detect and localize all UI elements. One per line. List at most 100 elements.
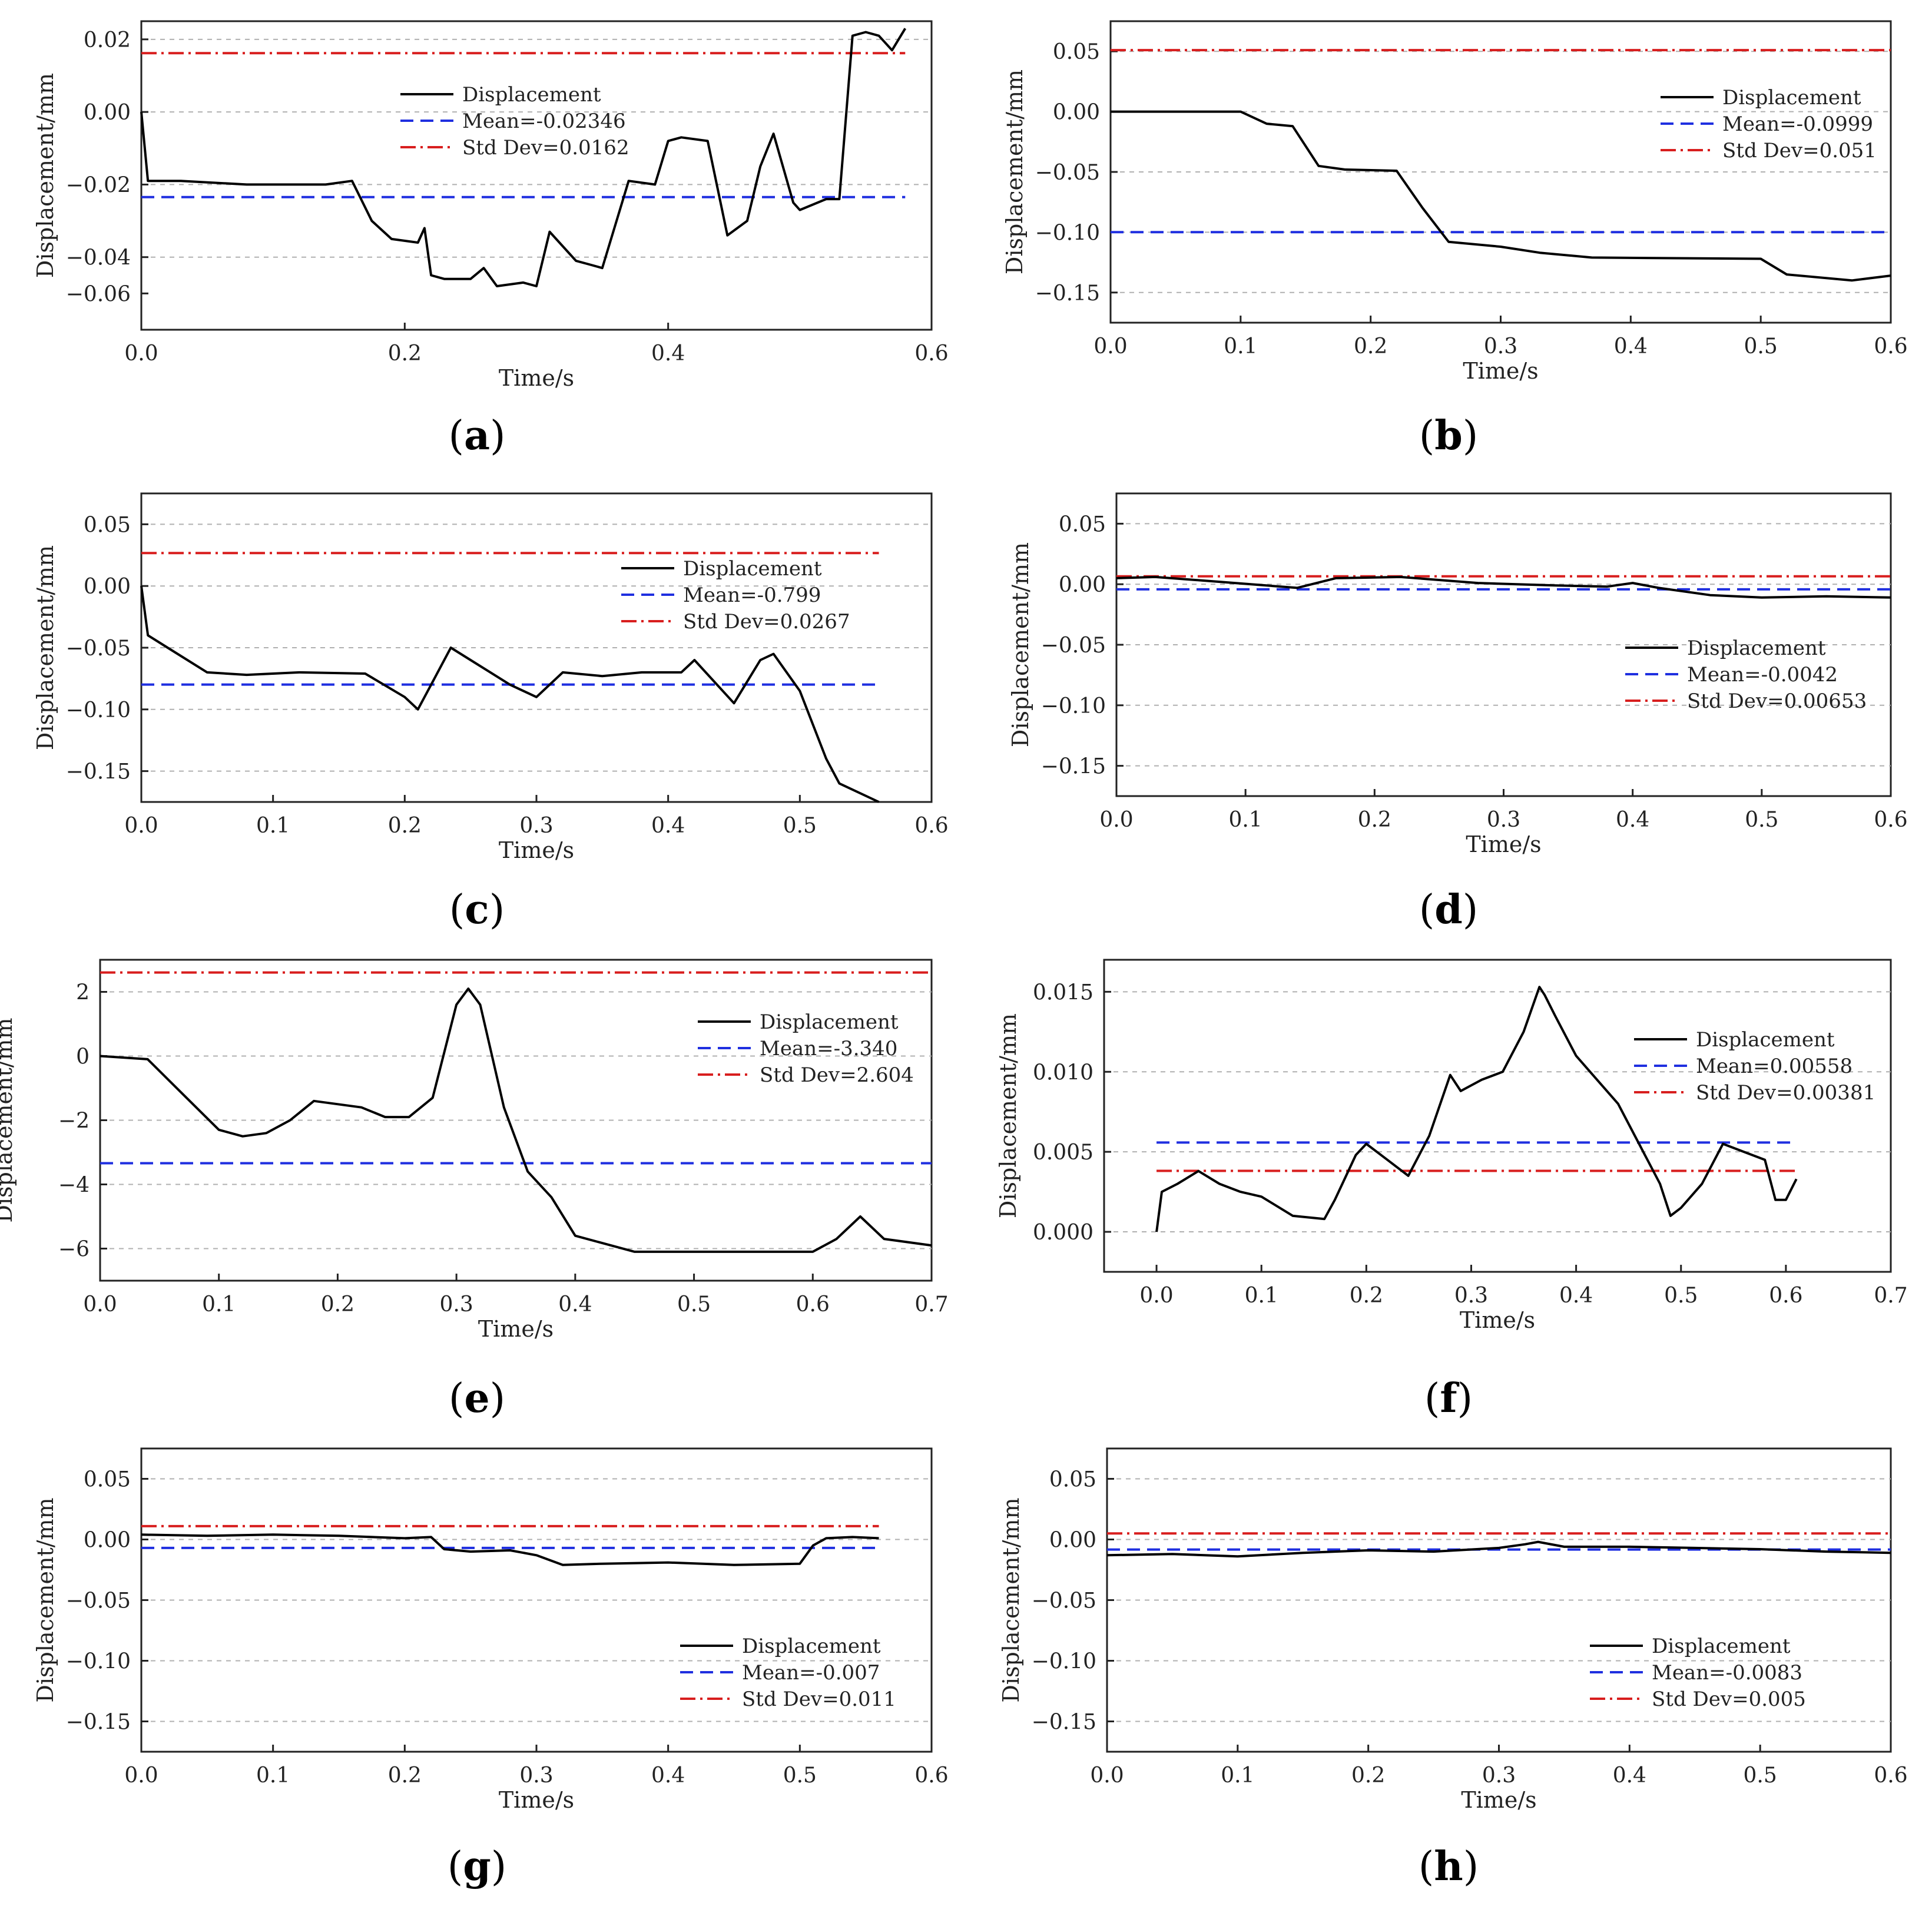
y-tick-label: 0.005 [1033, 1141, 1093, 1165]
panel-label-f: (f) [1424, 1375, 1473, 1422]
x-tick-label: 0.6 [914, 814, 948, 838]
x-tick-label: 0.6 [1874, 334, 1907, 359]
chart-panel-c: 0.05 0.00 −0.05 −0.10 −0.15 0.0 0.1 0.2 0.3 0.4 0.… [32, 492, 949, 863]
x-tick-label: 0.5 [783, 1764, 817, 1788]
y-tick-label: −6 [58, 1238, 90, 1262]
displacement-line [140, 28, 907, 287]
x-tick-label: 0.4 [1616, 808, 1649, 832]
y-tick-label: −0.05 [66, 637, 131, 661]
x-tick-label: 0.4 [1613, 1764, 1646, 1788]
x-tick-label: 0.3 [440, 1292, 473, 1317]
x-tick-label: 0.4 [558, 1292, 592, 1317]
x-tick-label: 0.3 [1484, 334, 1517, 359]
chart-panel-a: 0.02 0.00 −0.02 −0.04 −0.06 0.0 0.2 0.4 0.6 Time/… [32, 20, 949, 391]
y-tick-label: −0.15 [1032, 1711, 1096, 1735]
x-tick-label: 0.0 [124, 1764, 158, 1788]
x-tick-label: 0.1 [1245, 1284, 1278, 1308]
x-tick-label: 0.0 [124, 342, 158, 366]
x-axis-title: Time/s [478, 1316, 554, 1342]
x-tick-label: 0.0 [1090, 1764, 1124, 1788]
x-tick-label: 0.7 [914, 1292, 948, 1317]
y-tick-label: 0.00 [1049, 1529, 1096, 1553]
y-tick-label: −0.10 [1035, 221, 1100, 245]
x-tick-label: 0.4 [1614, 334, 1648, 359]
x-tick-label: 0.3 [1454, 1284, 1488, 1308]
legend-std-label: Std Dev=0.051 [1722, 139, 1877, 163]
x-tick-label: 0.3 [519, 814, 553, 838]
legend-displacement-label: Displacement [683, 557, 822, 581]
legend-std-label: Std Dev=0.011 [742, 1688, 896, 1711]
x-tick-label: 0.1 [1229, 808, 1262, 832]
legend-mean-label: Mean=-0.0999 [1722, 112, 1873, 136]
x-axis-title: Time/s [499, 365, 574, 391]
y-tick-label: 0.00 [84, 575, 131, 599]
x-axis-title: Time/s [499, 837, 574, 863]
legend-std-label: Std Dev=0.0267 [683, 610, 850, 634]
y-tick-label: 0.00 [1053, 101, 1100, 125]
y-axis-title: Displacement/mm [1002, 69, 1028, 274]
x-tick-label: 0.2 [388, 814, 422, 838]
panel-label-c: (c) [449, 886, 505, 933]
y-tick-label: −0.05 [1032, 1589, 1096, 1613]
y-tick-label: −0.06 [66, 282, 131, 306]
legend-displacement-label: Displacement [1652, 1635, 1791, 1658]
y-tick-label: −0.05 [66, 1589, 131, 1613]
x-axis-title: Time/s [1463, 358, 1538, 384]
panel-label-d: (d) [1419, 886, 1479, 933]
y-tick-label: −0.15 [66, 760, 131, 784]
x-tick-label: 0.5 [1745, 808, 1778, 832]
y-axis-title: Displacement/mm [32, 1497, 58, 1702]
legend-mean-label: Mean=-0.007 [742, 1661, 880, 1685]
x-tick-label: 0.0 [1093, 334, 1127, 359]
legend-displacement-label: Displacement [462, 83, 601, 107]
x-tick-label: 0.7 [1874, 1284, 1907, 1308]
x-tick-label: 0.0 [1139, 1284, 1173, 1308]
y-tick-label: −0.10 [1032, 1650, 1096, 1674]
y-axis-title: Displacement/mm [32, 545, 58, 750]
legend-mean-label: Mean=-0.0042 [1687, 663, 1838, 687]
chart-panel-h: 0.05 0.00 −0.05 −0.10 −0.15 0.0 0.1 0.2 0.3 0.4 0.… [998, 1447, 1908, 1813]
y-tick-label: 0.05 [84, 513, 131, 537]
x-tick-label: 0.3 [1482, 1764, 1516, 1788]
legend-std-label: Std Dev=0.0162 [462, 136, 629, 160]
chart-panel-d: 0.05 0.00 −0.05 −0.10 −0.15 0.0 0.1 0.2 0.3 0.4 0.… [1008, 492, 1908, 857]
y-tick-label: 0.00 [1059, 573, 1106, 597]
y-tick-label: −0.02 [66, 173, 131, 197]
y-tick-label: −0.10 [66, 698, 131, 722]
x-tick-label: 0.2 [388, 1764, 422, 1788]
x-tick-label: 0.2 [1351, 1764, 1385, 1788]
legend-mean-label: Mean=0.00558 [1696, 1055, 1853, 1078]
x-tick-label: 0.0 [1099, 808, 1133, 832]
displacement-line [100, 987, 932, 1253]
x-tick-label: 0.5 [1744, 1764, 1777, 1788]
panel-label-a: (a) [448, 412, 506, 459]
x-tick-label: 0.6 [1874, 808, 1907, 832]
legend-displacement-label: Displacement [1722, 86, 1861, 110]
chart-panel-f: 0.015 0.010 0.005 0.000 0.0 0.1 0.2 0.3 0.4 0.5 0.… [995, 959, 1908, 1333]
plot-frame [1103, 959, 1892, 1273]
x-axis-title: Time/s [1460, 1307, 1535, 1333]
x-tick-label: 0.5 [1744, 334, 1778, 359]
x-tick-label: 0.0 [124, 814, 158, 838]
x-tick-label: 0.1 [1221, 1764, 1254, 1788]
x-tick-label: 0.2 [1358, 808, 1391, 832]
x-axis-title: Time/s [499, 1787, 574, 1813]
legend-displacement-label: Displacement [742, 1635, 881, 1658]
x-tick-label: 0.6 [796, 1292, 830, 1317]
x-tick-label: 0.5 [783, 814, 817, 838]
y-tick-label: −0.10 [1041, 694, 1106, 718]
y-tick-label: 0.05 [1053, 40, 1100, 64]
x-tick-label: 0.4 [651, 342, 685, 366]
x-axis-title: Time/s [1461, 1787, 1536, 1813]
x-axis-title: Time/s [1466, 831, 1541, 857]
y-axis-title: Displacement/mm [995, 1013, 1021, 1218]
x-tick-label: 0.2 [388, 342, 422, 366]
legend-mean-label: Mean=-0.799 [683, 584, 821, 607]
y-axis-title: Displacement/mm [1008, 542, 1033, 747]
x-tick-label: 0.1 [256, 814, 290, 838]
x-tick-label: 0.6 [914, 1764, 948, 1788]
y-axis-title: Displacement/mm [32, 73, 58, 278]
displacement-line [1111, 110, 1891, 282]
legend-mean-label: Mean=-3.340 [760, 1037, 897, 1060]
